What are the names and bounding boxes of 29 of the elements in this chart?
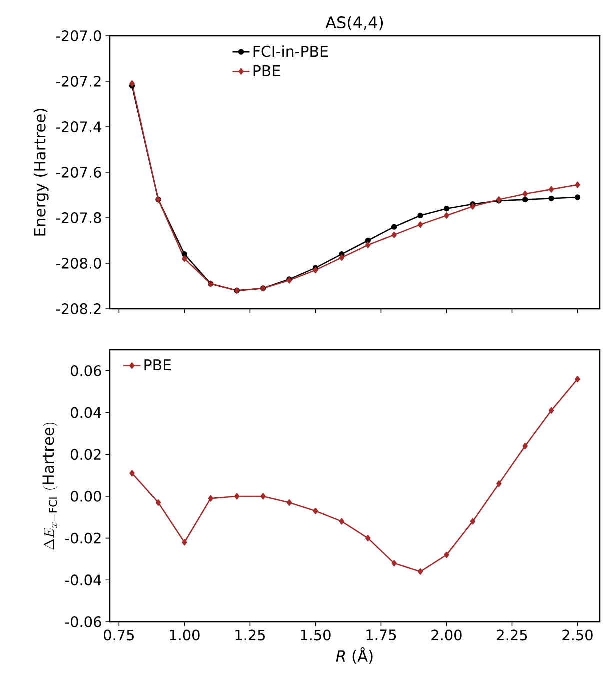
y-tick-label: -0.06 xyxy=(66,616,102,628)
y-tick-label: -207.4 xyxy=(56,122,102,132)
legend-label: PBE xyxy=(254,65,280,76)
y-tick-label: -208.2 xyxy=(56,304,101,314)
y-tick-label: -207.2 xyxy=(56,76,101,87)
chart-title: AS(4,4) xyxy=(326,16,384,30)
y-tick-label: 0.04 xyxy=(71,407,102,418)
y-axis-title: $\Delta E_{x-\mathrm{FCI}}\ (\mathrm{Hartree})$ xyxy=(42,422,58,550)
x-axis-title: R (Å) xyxy=(336,648,373,664)
y-tick-label: 0.06 xyxy=(71,365,102,376)
y-tick-label: -207.0 xyxy=(56,30,102,42)
x-tick-label: 1.50 xyxy=(301,630,331,641)
y-tick-label: 0.02 xyxy=(71,449,101,460)
y-tick-label: -207.6 xyxy=(56,167,102,178)
x-tick-label: 1.75 xyxy=(366,630,396,641)
y-axis-title: Energy (Hartree) xyxy=(34,109,49,236)
x-tick-label: 2.25 xyxy=(497,630,528,641)
x-tick-label: 2.50 xyxy=(562,630,593,641)
y-tick-label: -207.8 xyxy=(56,212,102,224)
legend-label: PBE xyxy=(144,360,172,371)
y-tick-label: 0.00 xyxy=(71,490,102,502)
x-tick-label: 1.25 xyxy=(236,630,266,641)
x-tick-label: 1.00 xyxy=(170,630,200,641)
legend-label: FCI-in-PBE xyxy=(254,46,328,58)
x-tick-label: 2.00 xyxy=(432,630,462,641)
y-tick-label: -0.04 xyxy=(66,574,102,586)
x-tick-label: 0.75 xyxy=(104,630,134,641)
y-tick-label: -0.02 xyxy=(66,532,101,544)
y-tick-label: -208.0 xyxy=(56,258,102,269)
